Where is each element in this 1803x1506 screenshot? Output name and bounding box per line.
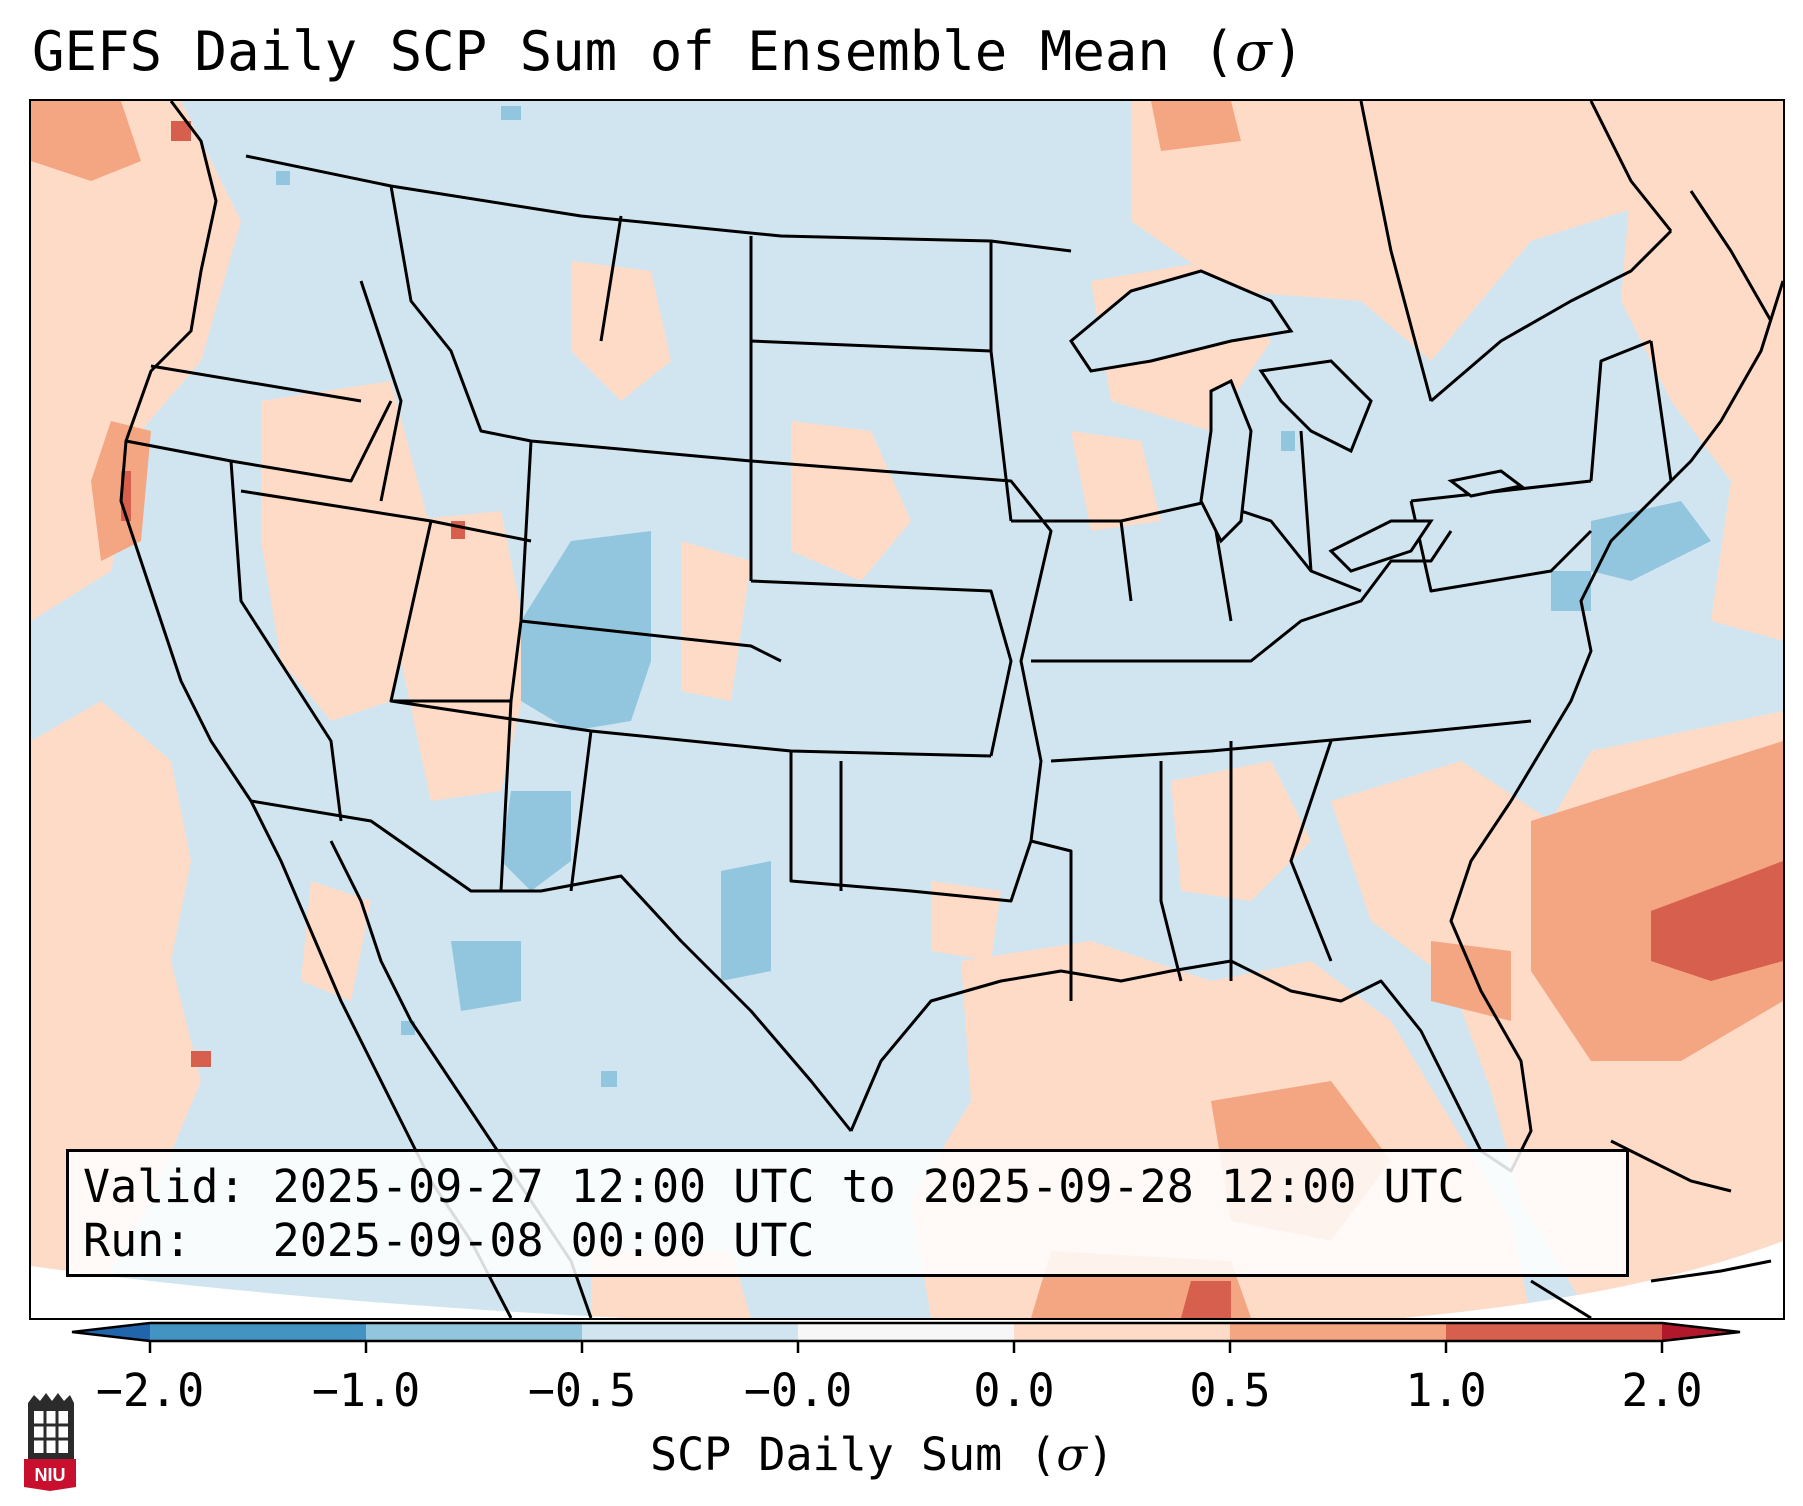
colorbar-under-arrow (72, 1323, 150, 1341)
tick-label: 0.0 (973, 1364, 1054, 1417)
tick-label: −0.5 (528, 1364, 636, 1417)
colorbar-bin-1-2 (1446, 1323, 1662, 1341)
tick-label: 2.0 (1621, 1364, 1702, 1417)
niu-logo-icon: NIU (20, 1393, 80, 1491)
run-label: Run: (83, 1214, 191, 1267)
colorbar-bin-zero (798, 1323, 1014, 1341)
tick-label: 0.5 (1189, 1364, 1270, 1417)
map-panel (29, 99, 1785, 1320)
colorbar-bin-0-05 (1014, 1323, 1230, 1341)
colorbar-bin-m1-m05 (366, 1323, 582, 1341)
colorbar-label: SCP Daily Sum (σ) (650, 1428, 1114, 1481)
tick-label: −0.0 (744, 1364, 852, 1417)
logo-text: NIU (35, 1465, 66, 1485)
valid-label: Valid: (83, 1160, 246, 1213)
valid-value: 2025-09-27 12:00 UTC to 2025-09-28 12:00… (273, 1160, 1465, 1213)
colorbar-bin-m05-m0 (582, 1323, 798, 1341)
map-canvas (31, 101, 1783, 1318)
tick-label: −2.0 (96, 1364, 204, 1417)
chart-title: GEFS Daily SCP Sum of Ensemble Mean (σ) (32, 20, 1304, 83)
tick-label: −1.0 (312, 1364, 420, 1417)
validity-info-box: Valid: 2025-09-27 12:00 UTC to 2025-09-2… (66, 1149, 1629, 1277)
colorbar-outline (72, 1323, 1740, 1341)
run-value: 2025-09-08 00:00 UTC (273, 1214, 815, 1267)
colorbar-ticks (150, 1341, 1662, 1353)
colorbar-over-arrow (1662, 1323, 1740, 1341)
colorbar-bin-m2-m1 (150, 1323, 366, 1341)
tick-label: 1.0 (1405, 1364, 1486, 1417)
colorbar-bin-05-1 (1230, 1323, 1446, 1341)
